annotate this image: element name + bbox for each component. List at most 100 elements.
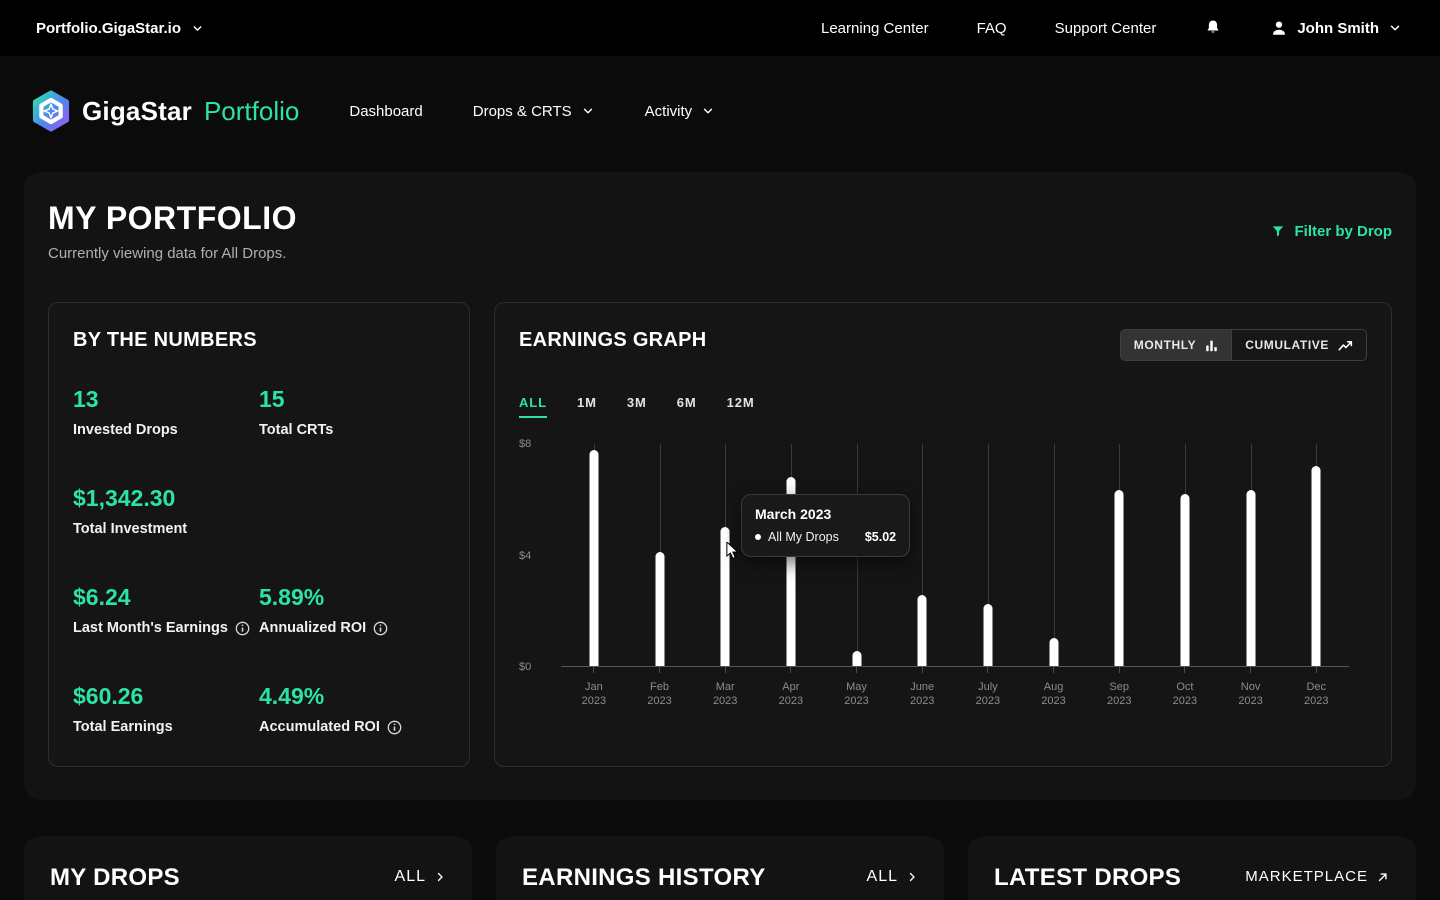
month-label: Dec 2023 [1283, 667, 1349, 708]
earnings-bar[interactable] [786, 477, 796, 666]
brand-name: GigaStar [82, 95, 192, 126]
chart-column-mar-2023[interactable] [692, 444, 758, 666]
month-label: May 2023 [824, 667, 890, 708]
marketplace-link[interactable]: MARKETPLACE [1245, 868, 1390, 885]
earnings-bar[interactable] [1114, 489, 1124, 666]
toggle-monthly[interactable]: MONTHLY [1120, 330, 1232, 360]
latest-drops-title: LATEST DROPS [994, 864, 1182, 891]
month-label: Jan 2023 [561, 667, 627, 708]
main-nav: Dashboard Drops & CRTS Activity [349, 103, 715, 120]
site-selector[interactable]: Portfolio.GigaStar.io [36, 20, 204, 37]
earnings-bar[interactable] [589, 449, 599, 666]
filter-by-drop-button[interactable]: Filter by Drop [1271, 223, 1392, 240]
nav-activity-label: Activity [644, 102, 693, 120]
month-label: June 2023 [889, 667, 955, 708]
earnings-bar[interactable] [655, 552, 664, 666]
chart-ylabels: $0 $4 $8 [519, 438, 555, 673]
info-icon[interactable] [373, 621, 388, 636]
earnings-bar[interactable] [1049, 638, 1059, 666]
chart-column-nov-2023[interactable] [1218, 444, 1284, 666]
info-icon[interactable] [235, 621, 250, 636]
month-label: Sep 2023 [1086, 667, 1152, 708]
chart-column-oct-2023[interactable] [1152, 444, 1218, 666]
chevron-down-icon [581, 104, 595, 118]
nav-drops-crts[interactable]: Drops & CRTS [473, 103, 595, 120]
funnel-icon [1271, 224, 1285, 238]
chart-column-dec-2023[interactable] [1283, 444, 1349, 666]
user-name: John Smith [1297, 19, 1379, 37]
stat-total-investment: $1,342.30 Total Investment [73, 485, 445, 537]
range-12m[interactable]: 12M [726, 395, 755, 410]
earnings-bar[interactable] [852, 650, 862, 666]
page-title: MY PORTFOLIO [48, 200, 297, 236]
chart-column-sep-2023[interactable] [1086, 444, 1152, 666]
toggle-cumulative[interactable]: CUMULATIVE [1231, 330, 1366, 360]
nav-activity[interactable]: Activity [645, 103, 716, 120]
chart-column-july-2023[interactable] [955, 444, 1021, 666]
month-label: Oct 2023 [1152, 667, 1218, 708]
nav-dashboard-label: Dashboard [349, 102, 423, 120]
chart-column-aug-2023[interactable] [1021, 444, 1087, 666]
link-support-center[interactable]: Support Center [1054, 19, 1157, 37]
month-label: Feb 2023 [627, 667, 693, 708]
top-bar: Portfolio.GigaStar.io Learning Center FA… [0, 0, 1440, 56]
by-the-numbers-card: BY THE NUMBERS 13 Invested Drops 15 Tota… [48, 302, 470, 767]
my-drops-card: MY DROPS Showing 6 of 13 ALL [24, 836, 472, 900]
stat-accumulated-roi: 4.49% Accumulated ROI [259, 683, 445, 735]
stat-label: Annualized ROI [259, 620, 367, 636]
chart-column-jan-2023[interactable] [561, 444, 627, 666]
earnings-history-title: EARNINGS HISTORY [522, 864, 766, 891]
range-6m[interactable]: 6M [676, 395, 697, 410]
earnings-bar[interactable] [917, 595, 927, 666]
stat-value: 4.49% [259, 683, 325, 709]
info-icon[interactable] [387, 720, 402, 735]
user-avatar-icon [1270, 19, 1288, 37]
link-learning-center[interactable]: Learning Center [821, 19, 929, 37]
earnings-bar[interactable] [1180, 493, 1190, 666]
vertical-gridline [987, 444, 989, 666]
earnings-bar[interactable] [1311, 466, 1321, 666]
mouse-cursor-icon [725, 542, 740, 560]
my-drops-all-link[interactable]: ALL [395, 868, 446, 886]
vertical-gridline [922, 444, 924, 666]
chart-column-feb-2023[interactable] [627, 444, 693, 666]
earnings-bar[interactable] [720, 526, 730, 666]
range-3m[interactable]: 3M [626, 395, 647, 410]
earnings-graph-title: EARNINGS GRAPH [519, 329, 707, 351]
chevron-down-icon [701, 104, 715, 118]
toggle-monthly-label: MONTHLY [1133, 338, 1197, 352]
series-dot-icon [755, 534, 761, 540]
stat-value: 15 [259, 386, 285, 412]
chart-column-june-2023[interactable] [889, 444, 955, 666]
stat-value: 13 [73, 386, 99, 412]
earnings-bar[interactable] [983, 603, 993, 666]
range-all[interactable]: ALL [519, 395, 547, 418]
earnings-graph-card: EARNINGS GRAPH MONTHLY CUMULATIVE [494, 302, 1392, 767]
tooltip-value: $5.02 [864, 530, 897, 544]
month-label: Nov 2023 [1218, 667, 1284, 708]
earnings-history-card: EARNINGS HISTORY ALL [496, 836, 944, 900]
chevron-right-icon [906, 871, 918, 883]
vertical-gridline [1053, 444, 1055, 666]
brand-logo[interactable]: GigaStar Portfolio [30, 90, 299, 132]
notification-bell-icon[interactable] [1204, 18, 1222, 38]
month-label: Mar 2023 [692, 667, 758, 708]
chart-plot [561, 444, 1349, 667]
latest-drops-card: LATEST DROPS MARKETPLACE [968, 836, 1416, 900]
link-faq[interactable]: FAQ [976, 19, 1007, 37]
stat-annualized-roi: 5.89% Annualized ROI [259, 584, 445, 636]
earnings-history-all-link[interactable]: ALL [867, 868, 918, 886]
chevron-down-icon [1388, 21, 1402, 35]
user-menu[interactable]: John Smith [1270, 19, 1402, 37]
chart-tooltip: March 2023 All My Drops $5.02 [741, 494, 911, 557]
range-1m[interactable]: 1M [576, 395, 597, 410]
earnings-bar[interactable] [1246, 489, 1256, 666]
arrow-up-right-icon [1376, 870, 1390, 884]
tooltip-title: March 2023 [755, 506, 832, 522]
stat-invested-drops: 13 Invested Drops [73, 386, 259, 438]
stat-value: $6.24 [73, 584, 131, 610]
chart-months: Jan 2023 Feb 2023 Mar 2023 Apr 2023 May 2023 June 2… [561, 667, 1349, 708]
nav-dashboard[interactable]: Dashboard [349, 103, 422, 120]
earnings-history-all-label: ALL [866, 868, 898, 885]
my-drops-title: MY DROPS [50, 864, 180, 891]
